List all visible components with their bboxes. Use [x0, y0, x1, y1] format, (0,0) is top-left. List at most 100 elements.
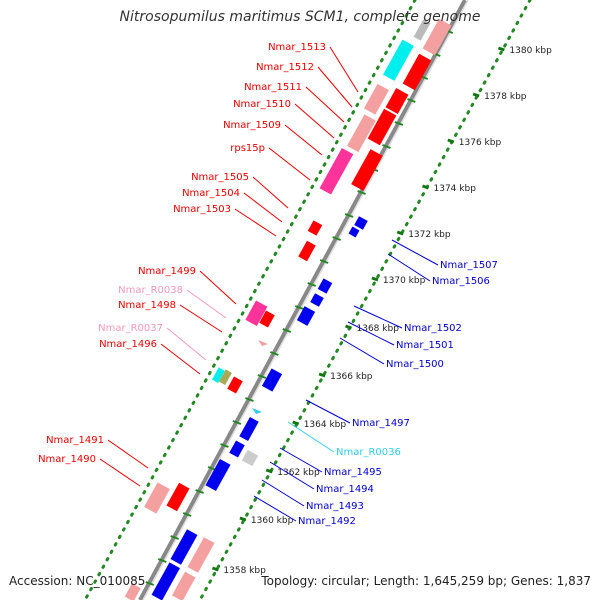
gene-feature[interactable]: [205, 458, 231, 492]
gene-feature[interactable]: [413, 19, 431, 41]
gene-label[interactable]: Nmar_1511: [244, 82, 302, 93]
callout-line: [269, 461, 315, 490]
gene-label[interactable]: Nmar_1502: [404, 323, 462, 334]
gene-label[interactable]: Nmar_1512: [256, 62, 314, 73]
ruler-tick: [497, 46, 505, 52]
gene-label[interactable]: Nmar_1497: [352, 418, 410, 429]
gene-feature[interactable]: [144, 482, 170, 514]
tick-mark: [220, 443, 229, 448]
gene-label[interactable]: Nmar_1510: [233, 99, 291, 110]
ruler-label: 1376 kbp: [459, 138, 502, 148]
callout-line: [391, 239, 439, 266]
callout-line: [199, 270, 237, 305]
tick-mark: [319, 259, 329, 264]
gene-feature[interactable]: [363, 83, 389, 115]
gene-feature[interactable]: [229, 440, 245, 458]
gene-feature[interactable]: [227, 376, 243, 394]
callout-line: [387, 253, 431, 282]
gene-feature[interactable]: [258, 340, 268, 346]
gene-feature[interactable]: [307, 220, 323, 236]
tick-mark: [332, 236, 341, 241]
callout-line: [166, 327, 207, 361]
callout-line: [252, 176, 289, 209]
gene-feature[interactable]: [351, 149, 383, 191]
gene-feature[interactable]: [296, 306, 316, 326]
gene-feature[interactable]: [252, 408, 262, 414]
gene-feature[interactable]: [261, 368, 283, 392]
gene-label[interactable]: Nmar_1498: [118, 300, 176, 311]
gene-label[interactable]: Nmar_R0038: [118, 285, 183, 296]
gene-label[interactable]: Nmar_1493: [306, 501, 364, 512]
gene-feature[interactable]: [422, 18, 452, 56]
gene-feature[interactable]: [166, 482, 190, 512]
ruler-label: 1368 kbp: [357, 324, 400, 334]
gene-feature[interactable]: [187, 537, 215, 573]
topology-text: Topology: circular; Length: 1,645,259 bp…: [261, 574, 591, 588]
map-title: Nitrosopumilus maritimus SCM1, complete …: [119, 9, 481, 25]
gene-feature[interactable]: [124, 583, 141, 600]
tick-mark: [145, 581, 155, 586]
ruler-tick: [292, 420, 300, 426]
ruler-label: 1358 kbp: [223, 566, 266, 576]
callout-line: [339, 337, 385, 365]
gene-feature[interactable]: [298, 240, 316, 262]
gene-feature[interactable]: [259, 310, 275, 328]
tick-mark: [269, 351, 279, 356]
gene-label[interactable]: Nmar_1500: [386, 359, 444, 370]
callout-line: [253, 495, 297, 522]
gene-feature[interactable]: [241, 449, 259, 467]
gene-feature[interactable]: [385, 87, 409, 115]
gene-label[interactable]: Nmar_1504: [182, 188, 240, 199]
gene-feature[interactable]: [319, 147, 354, 195]
gene-feature[interactable]: [354, 216, 368, 230]
ruler-label: 1360 kbp: [251, 516, 294, 526]
gene-feature[interactable]: [211, 367, 225, 384]
gene-feature[interactable]: [245, 300, 268, 327]
gene-feature[interactable]: [171, 571, 196, 600]
tick-mark: [294, 305, 304, 310]
gene-feature[interactable]: [317, 278, 333, 294]
gene-label[interactable]: Nmar_1494: [316, 484, 374, 495]
gene-feature[interactable]: [239, 416, 259, 442]
callout-line: [347, 321, 395, 346]
backbone-ticks: [145, 29, 454, 586]
ruler-label: 1380 kbp: [509, 46, 552, 56]
callout-line: [179, 304, 223, 333]
callout-line: [284, 124, 323, 156]
gene-label[interactable]: rps15p: [230, 143, 265, 154]
gene-label[interactable]: Nmar_1501: [396, 340, 454, 351]
gene-label[interactable]: Nmar_1509: [223, 120, 281, 131]
gene-label[interactable]: Nmar_1496: [99, 339, 157, 350]
gene-feature[interactable]: [348, 226, 360, 238]
gene-label[interactable]: Nmar_1491: [46, 435, 104, 446]
tick-mark: [357, 190, 366, 195]
callout-line: [99, 458, 141, 487]
gene-feature[interactable]: [310, 293, 324, 307]
gene-feature[interactable]: [170, 529, 198, 565]
tick-mark: [157, 558, 167, 563]
gene-label[interactable]: Nmar_R0036: [336, 447, 401, 458]
gene-feature[interactable]: [383, 39, 414, 81]
gene-feature[interactable]: [218, 369, 232, 386]
callout-line: [279, 447, 323, 473]
other-features: [124, 19, 431, 600]
genome-backbone-highlight: [142, 0, 469, 600]
gene-label[interactable]: Nmar_R0037: [98, 323, 163, 334]
gene-label[interactable]: Nmar_1513: [268, 42, 326, 53]
gene-feature[interactable]: [347, 114, 376, 153]
gene-feature[interactable]: [151, 562, 180, 600]
tick-mark: [282, 328, 292, 333]
callout-line: [186, 289, 227, 319]
ruler-label: 1370 kbp: [383, 276, 426, 286]
gene-label[interactable]: Nmar_1507: [440, 260, 498, 271]
gene-label[interactable]: Nmar_1492: [298, 516, 356, 527]
gene-label[interactable]: Nmar_1506: [432, 276, 490, 287]
gene-label[interactable]: Nmar_1503: [173, 204, 231, 215]
gene-label[interactable]: Nmar_1505: [191, 172, 249, 183]
gene-label[interactable]: Nmar_1499: [138, 266, 196, 277]
gene-label[interactable]: Nmar_1490: [38, 454, 96, 465]
gene-label[interactable]: Nmar_1495: [324, 467, 382, 478]
gene-feature[interactable]: [367, 108, 397, 146]
gene-feature[interactable]: [402, 53, 432, 91]
